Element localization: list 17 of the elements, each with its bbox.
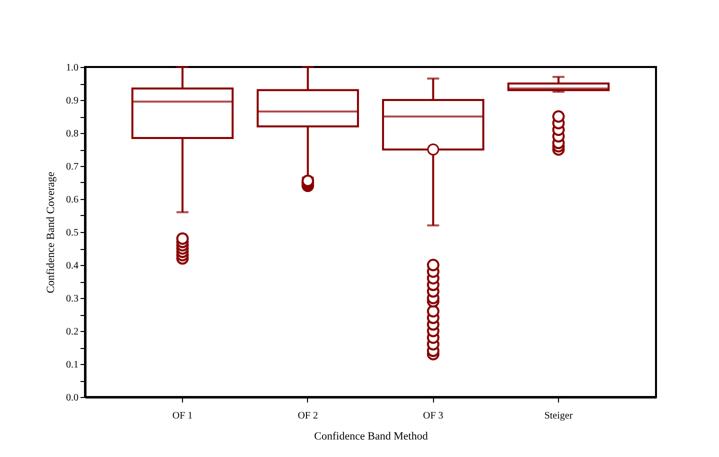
y-tick-label: 0.1 bbox=[66, 360, 78, 370]
y-tick-label: 1.0 bbox=[66, 62, 78, 74]
x-tick-label: OF 3 bbox=[423, 410, 444, 422]
y-tick-label: 0.2 bbox=[66, 326, 78, 338]
x-axis-title: Confidence Band Method bbox=[314, 430, 428, 442]
y-axis-title: Confidence Band Coverage bbox=[45, 172, 57, 294]
y-tick-label: 0.4 bbox=[66, 260, 78, 272]
x-tick-label: Steiger bbox=[544, 410, 574, 422]
y-tick-label: 0.5 bbox=[66, 228, 78, 238]
y-tick-label: 0.6 bbox=[66, 194, 78, 206]
y-tick-label: 0.0 bbox=[66, 392, 78, 404]
y-tick-label: 0.9 bbox=[66, 96, 78, 106]
y-tick-label: 0.3 bbox=[66, 294, 78, 304]
x-tick-label: OF 2 bbox=[298, 410, 318, 422]
x-tick-label: OF 1 bbox=[172, 410, 193, 422]
y-tick-label: 0.8 bbox=[66, 128, 78, 140]
y-tick-label: 0.7 bbox=[66, 162, 78, 172]
